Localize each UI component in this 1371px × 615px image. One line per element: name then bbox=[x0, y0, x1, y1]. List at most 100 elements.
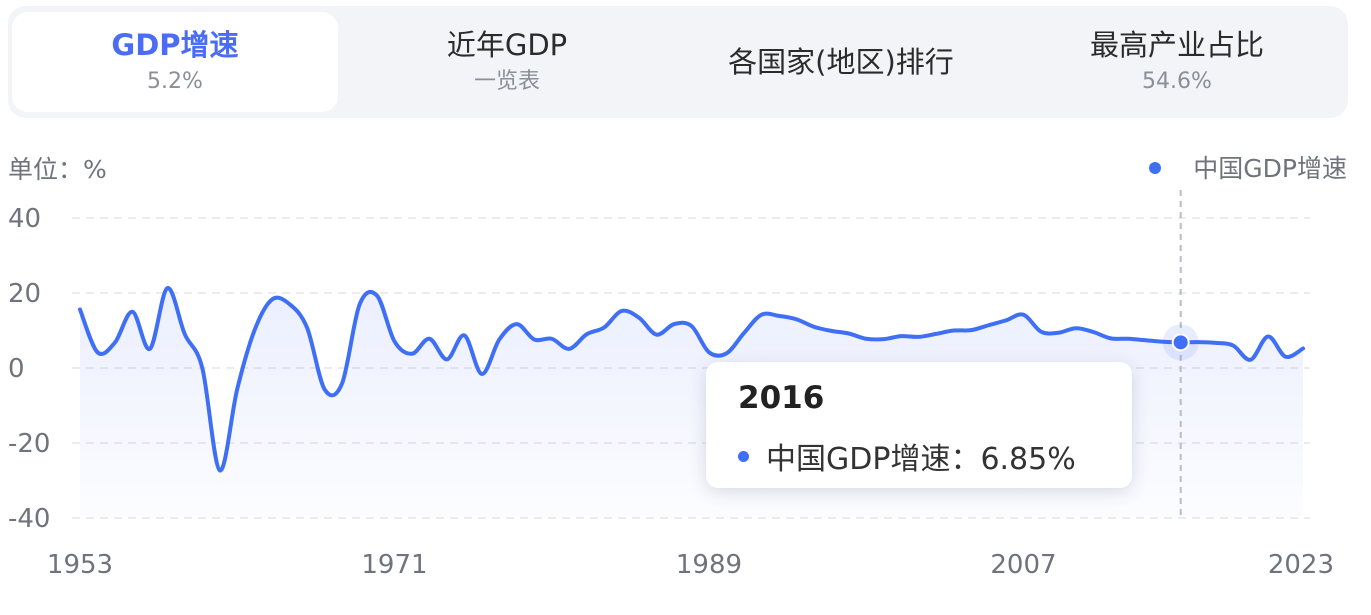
y-tick-label: -40 bbox=[8, 504, 50, 534]
data-point bbox=[515, 322, 519, 326]
data-point bbox=[113, 341, 117, 345]
tab-country-ranking[interactable]: 各国家(地区)排行 bbox=[676, 6, 1006, 118]
x-tick-label: 1989 bbox=[676, 550, 742, 580]
y-tick-label: 40 bbox=[8, 204, 41, 234]
data-point bbox=[829, 329, 833, 333]
data-point bbox=[620, 309, 624, 313]
data-point bbox=[899, 334, 903, 338]
data-point bbox=[218, 468, 222, 472]
data-point bbox=[1284, 355, 1288, 359]
tab-gdp-growth-title: GDP增速 bbox=[111, 28, 239, 62]
data-point bbox=[864, 337, 868, 341]
data-point bbox=[445, 357, 449, 361]
data-point bbox=[1231, 344, 1235, 348]
x-tick-label: 2007 bbox=[990, 550, 1056, 580]
data-point bbox=[969, 328, 973, 332]
data-point bbox=[952, 329, 956, 333]
data-point bbox=[462, 333, 466, 337]
legend[interactable]: 中国GDP增速 bbox=[1149, 154, 1347, 183]
data-point bbox=[690, 324, 694, 328]
data-point bbox=[305, 326, 309, 330]
x-axis: 1953 1971 1989 2007 2023 bbox=[47, 550, 1334, 580]
data-point bbox=[95, 350, 99, 354]
unit-label: 单位：% bbox=[8, 155, 107, 184]
data-point bbox=[794, 317, 798, 321]
data-point bbox=[672, 322, 676, 326]
data-point bbox=[987, 323, 991, 327]
data-point bbox=[1144, 338, 1148, 342]
x-tick-label: 1953 bbox=[47, 550, 113, 580]
data-point bbox=[78, 308, 82, 312]
data-point bbox=[427, 337, 431, 341]
tab-country-ranking-title: 各国家(地区)排行 bbox=[728, 45, 954, 79]
tooltip-label: 中国GDP增速：6.85% bbox=[766, 442, 1076, 477]
data-point bbox=[724, 351, 728, 355]
y-tick-label: 0 bbox=[8, 354, 25, 384]
tab-recent-gdp-sub: 一览表 bbox=[473, 69, 540, 94]
tab-bar: GDP增速 5.2% 近年GDP 一览表 各国家(地区)排行 最高产业占比 54… bbox=[8, 6, 1348, 118]
data-point bbox=[235, 387, 239, 391]
tab-recent-gdp-title: 近年GDP bbox=[446, 28, 568, 62]
data-point bbox=[1126, 337, 1130, 341]
data-point bbox=[637, 316, 641, 320]
data-point bbox=[1021, 313, 1025, 317]
data-point bbox=[130, 310, 134, 314]
data-point bbox=[480, 372, 484, 376]
data-point bbox=[567, 347, 571, 351]
data-point bbox=[602, 326, 606, 330]
tooltip: 2016 中国GDP增速：6.85% bbox=[706, 362, 1132, 488]
data-point bbox=[777, 314, 781, 318]
data-point bbox=[550, 337, 554, 341]
data-point bbox=[392, 339, 396, 343]
x-tick-label: 2023 bbox=[1268, 550, 1334, 580]
tab-gdp-growth[interactable]: GDP增速 5.2% bbox=[12, 12, 338, 112]
data-point bbox=[1109, 336, 1113, 340]
data-point bbox=[497, 338, 501, 342]
data-point bbox=[340, 381, 344, 385]
x-tick-label: 1971 bbox=[361, 550, 427, 580]
data-point bbox=[288, 302, 292, 306]
data-point bbox=[200, 366, 204, 370]
data-point bbox=[1074, 326, 1078, 330]
data-point bbox=[1091, 330, 1095, 334]
data-point bbox=[410, 352, 414, 356]
tab-top-industry[interactable]: 最高产业占比 54.6% bbox=[1010, 6, 1344, 118]
data-point bbox=[323, 387, 327, 391]
data-point bbox=[358, 303, 362, 307]
data-point bbox=[585, 332, 589, 336]
data-point bbox=[759, 313, 763, 317]
data-point bbox=[1004, 318, 1008, 322]
data-point bbox=[253, 328, 257, 332]
data-point bbox=[375, 294, 379, 298]
data-point bbox=[1039, 330, 1043, 334]
legend-dot-icon bbox=[1149, 162, 1161, 174]
data-point bbox=[812, 325, 816, 329]
data-point bbox=[1249, 358, 1253, 362]
data-point bbox=[742, 331, 746, 335]
tab-recent-gdp[interactable]: 近年GDP 一览表 bbox=[342, 6, 672, 118]
legend-label: 中国GDP增速 bbox=[1193, 154, 1347, 183]
tooltip-row: 中国GDP增速：6.85% bbox=[738, 434, 1076, 478]
data-point bbox=[270, 297, 274, 301]
data-point bbox=[1266, 335, 1270, 339]
data-point bbox=[882, 337, 886, 341]
tooltip-dot-icon bbox=[738, 450, 749, 462]
data-point bbox=[165, 286, 169, 290]
data-point bbox=[1214, 341, 1218, 345]
data-point bbox=[707, 350, 711, 354]
tooltip-title: 2016 bbox=[738, 380, 825, 416]
tab-top-industry-value: 54.6% bbox=[1142, 69, 1212, 94]
data-point bbox=[1056, 331, 1060, 335]
data-point bbox=[532, 338, 536, 342]
data-point bbox=[148, 347, 152, 351]
data-point bbox=[655, 333, 659, 337]
tab-gdp-growth-value: 5.2% bbox=[147, 69, 203, 94]
y-tick-label: -20 bbox=[8, 429, 50, 459]
data-point bbox=[934, 332, 938, 336]
series-line-china-gdp-growth bbox=[78, 286, 1305, 473]
highlight-point[interactable] bbox=[1171, 333, 1190, 352]
tab-top-industry-title: 最高产业占比 bbox=[1089, 28, 1264, 62]
gdp-growth-chart[interactable]: 单位：% 中国GDP增速 40 20 0 -20 -40 1953 1971 1989 200… bbox=[0, 135, 1371, 615]
y-axis: 40 20 0 -20 -40 bbox=[8, 204, 50, 534]
y-tick-label: 20 bbox=[8, 279, 41, 309]
